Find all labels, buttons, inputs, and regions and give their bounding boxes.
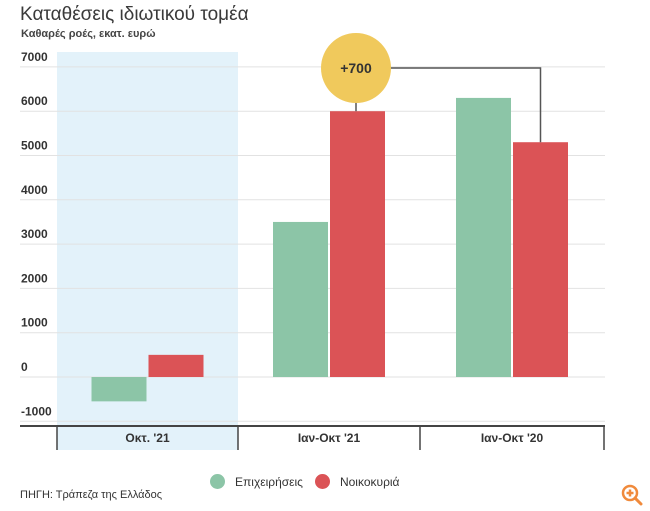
x-category-label: Οκτ. '21 — [125, 431, 170, 445]
y-tick-label: 6000 — [21, 94, 48, 108]
y-tick-label: -1000 — [21, 404, 52, 418]
chart-subtitle: Καθαρές ροές, εκατ. ευρώ — [21, 28, 156, 40]
legend-swatch-businesses — [210, 474, 225, 489]
annotation-bubble — [321, 33, 391, 103]
y-tick-label: 4000 — [21, 183, 48, 197]
x-category-label: Ιαν-Οκτ '21 — [298, 431, 361, 445]
legend-swatch-households — [314, 474, 330, 489]
bar-businesses — [91, 377, 147, 402]
y-tick-label: 1000 — [21, 316, 48, 330]
bar-households — [148, 354, 204, 377]
y-tick-label: 3000 — [21, 227, 48, 241]
highlight-band — [57, 52, 238, 450]
y-tick-label: 7000 — [21, 50, 48, 64]
bar-households — [513, 142, 568, 377]
chart-title: Καταθέσεις ιδιωτικού τομέα — [20, 4, 249, 25]
bar-households — [330, 111, 385, 377]
annotation-label: +700 — [340, 60, 372, 76]
y-tick-label: 0 — [21, 360, 28, 374]
legend-label-households: Νοικοκυριά — [339, 474, 400, 489]
source-note: ΠΗΓΗ: Τράπεζα της Ελλάδος — [20, 489, 163, 501]
x-category-label: Ιαν-Οκτ '20 — [481, 431, 544, 445]
annotation-connector — [356, 67, 542, 143]
legend: Επιχειρήσεις Νοικοκυριά — [210, 474, 400, 489]
bar-businesses — [273, 221, 328, 377]
legend-label-businesses: Επιχειρήσεις — [235, 474, 303, 489]
y-tick-label: 5000 — [21, 139, 48, 153]
zoom-in-icon[interactable] — [620, 483, 644, 507]
bar-businesses — [456, 97, 511, 377]
y-tick-label: 2000 — [21, 271, 48, 285]
